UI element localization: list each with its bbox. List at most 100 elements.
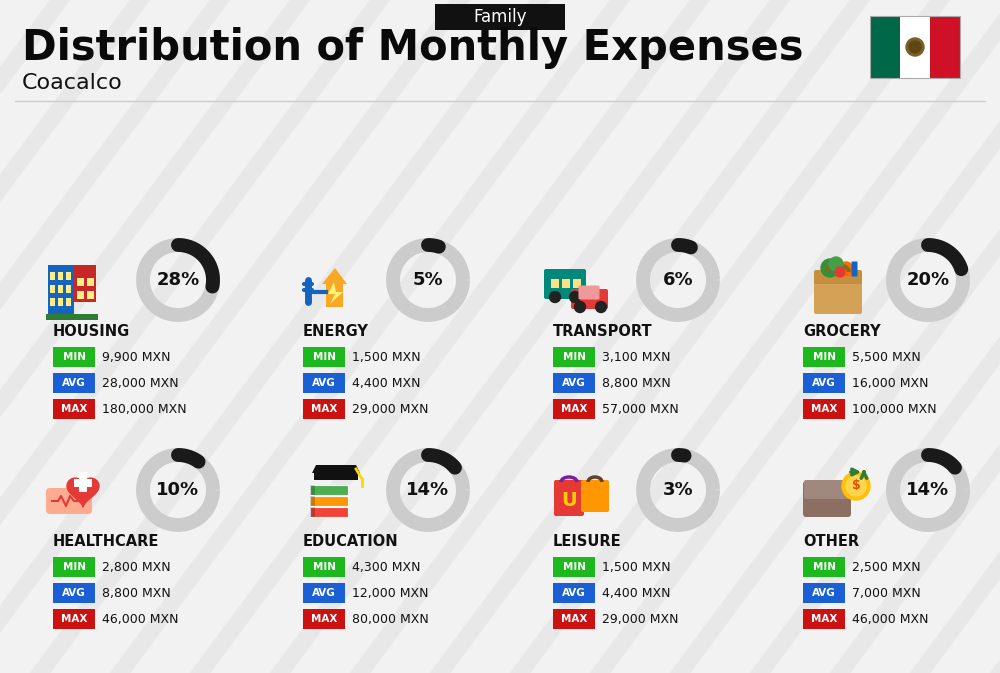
Text: MIN: MIN xyxy=(812,562,836,572)
FancyBboxPatch shape xyxy=(77,278,84,286)
Circle shape xyxy=(842,472,870,500)
Text: 8,800 MXN: 8,800 MXN xyxy=(602,376,671,390)
Text: MIN: MIN xyxy=(812,352,836,362)
FancyBboxPatch shape xyxy=(553,399,595,419)
Text: MIN: MIN xyxy=(312,562,336,572)
Circle shape xyxy=(829,257,843,271)
Text: MAX: MAX xyxy=(561,404,587,414)
Text: 12,000 MXN: 12,000 MXN xyxy=(352,586,428,600)
FancyBboxPatch shape xyxy=(310,496,315,506)
Text: MAX: MAX xyxy=(811,404,837,414)
FancyBboxPatch shape xyxy=(58,298,63,306)
FancyBboxPatch shape xyxy=(814,272,862,314)
Text: MAX: MAX xyxy=(311,614,337,624)
Text: 4,300 MXN: 4,300 MXN xyxy=(352,561,420,573)
FancyBboxPatch shape xyxy=(571,289,608,309)
FancyBboxPatch shape xyxy=(554,480,584,516)
FancyBboxPatch shape xyxy=(814,270,862,284)
FancyBboxPatch shape xyxy=(553,609,595,629)
Text: AVG: AVG xyxy=(562,588,586,598)
FancyBboxPatch shape xyxy=(58,272,63,280)
FancyBboxPatch shape xyxy=(310,485,315,495)
Polygon shape xyxy=(328,282,343,304)
FancyBboxPatch shape xyxy=(58,285,63,293)
Text: MAX: MAX xyxy=(61,404,87,414)
FancyBboxPatch shape xyxy=(581,480,609,512)
Text: 2,500 MXN: 2,500 MXN xyxy=(852,561,921,573)
FancyBboxPatch shape xyxy=(803,557,845,577)
Text: 14%: 14% xyxy=(906,481,950,499)
Polygon shape xyxy=(312,465,360,473)
FancyBboxPatch shape xyxy=(303,609,345,629)
FancyBboxPatch shape xyxy=(48,265,74,317)
Text: 5%: 5% xyxy=(413,271,443,289)
Text: 3%: 3% xyxy=(663,481,693,499)
Text: MAX: MAX xyxy=(311,404,337,414)
FancyBboxPatch shape xyxy=(50,285,55,293)
Text: 80,000 MXN: 80,000 MXN xyxy=(352,612,429,625)
FancyBboxPatch shape xyxy=(804,480,850,499)
Text: 46,000 MXN: 46,000 MXN xyxy=(852,612,928,625)
FancyBboxPatch shape xyxy=(573,279,581,288)
FancyBboxPatch shape xyxy=(803,399,845,419)
Text: GROCERY: GROCERY xyxy=(803,324,881,339)
Text: 1,500 MXN: 1,500 MXN xyxy=(602,561,671,573)
FancyBboxPatch shape xyxy=(435,4,565,30)
FancyBboxPatch shape xyxy=(79,472,87,492)
Text: MIN: MIN xyxy=(312,352,336,362)
Text: 180,000 MXN: 180,000 MXN xyxy=(102,402,187,415)
FancyBboxPatch shape xyxy=(310,496,348,506)
Circle shape xyxy=(906,38,924,56)
Circle shape xyxy=(839,262,853,276)
FancyBboxPatch shape xyxy=(310,507,348,517)
Text: 29,000 MXN: 29,000 MXN xyxy=(352,402,428,415)
FancyBboxPatch shape xyxy=(46,314,98,320)
Text: 57,000 MXN: 57,000 MXN xyxy=(602,402,679,415)
FancyBboxPatch shape xyxy=(870,16,900,78)
Text: 2,800 MXN: 2,800 MXN xyxy=(102,561,171,573)
Text: LEISURE: LEISURE xyxy=(553,534,622,549)
Text: MIN: MIN xyxy=(62,352,86,362)
FancyBboxPatch shape xyxy=(53,399,95,419)
FancyBboxPatch shape xyxy=(310,485,348,495)
Circle shape xyxy=(596,302,606,312)
FancyBboxPatch shape xyxy=(314,473,358,480)
Text: U: U xyxy=(561,491,577,509)
Text: OTHER: OTHER xyxy=(803,534,859,549)
FancyBboxPatch shape xyxy=(74,265,96,302)
Text: 29,000 MXN: 29,000 MXN xyxy=(602,612,678,625)
FancyBboxPatch shape xyxy=(803,481,851,517)
FancyBboxPatch shape xyxy=(303,399,345,419)
FancyBboxPatch shape xyxy=(303,347,345,367)
FancyBboxPatch shape xyxy=(66,285,71,293)
Text: AVG: AVG xyxy=(62,588,86,598)
FancyBboxPatch shape xyxy=(77,291,84,299)
Text: EDUCATION: EDUCATION xyxy=(303,534,399,549)
Circle shape xyxy=(570,291,580,302)
Text: 7,000 MXN: 7,000 MXN xyxy=(852,586,921,600)
FancyBboxPatch shape xyxy=(53,583,95,603)
Text: AVG: AVG xyxy=(312,378,336,388)
Text: 20%: 20% xyxy=(906,271,950,289)
FancyBboxPatch shape xyxy=(900,16,930,78)
Text: 100,000 MXN: 100,000 MXN xyxy=(852,402,937,415)
Text: $: $ xyxy=(852,479,860,493)
Text: MIN: MIN xyxy=(562,352,586,362)
FancyBboxPatch shape xyxy=(303,557,345,577)
Text: AVG: AVG xyxy=(812,378,836,388)
Text: AVG: AVG xyxy=(812,588,836,598)
FancyBboxPatch shape xyxy=(310,507,315,517)
FancyBboxPatch shape xyxy=(53,373,95,393)
FancyBboxPatch shape xyxy=(53,347,95,367)
Polygon shape xyxy=(67,478,99,507)
Text: 10%: 10% xyxy=(156,481,200,499)
FancyBboxPatch shape xyxy=(930,16,960,78)
Circle shape xyxy=(846,476,866,496)
Text: +: + xyxy=(75,472,91,491)
Text: 1,500 MXN: 1,500 MXN xyxy=(352,351,421,363)
FancyBboxPatch shape xyxy=(553,557,595,577)
FancyBboxPatch shape xyxy=(803,609,845,629)
Text: 4,400 MXN: 4,400 MXN xyxy=(602,586,670,600)
Text: Family: Family xyxy=(473,8,527,26)
FancyBboxPatch shape xyxy=(87,278,94,286)
